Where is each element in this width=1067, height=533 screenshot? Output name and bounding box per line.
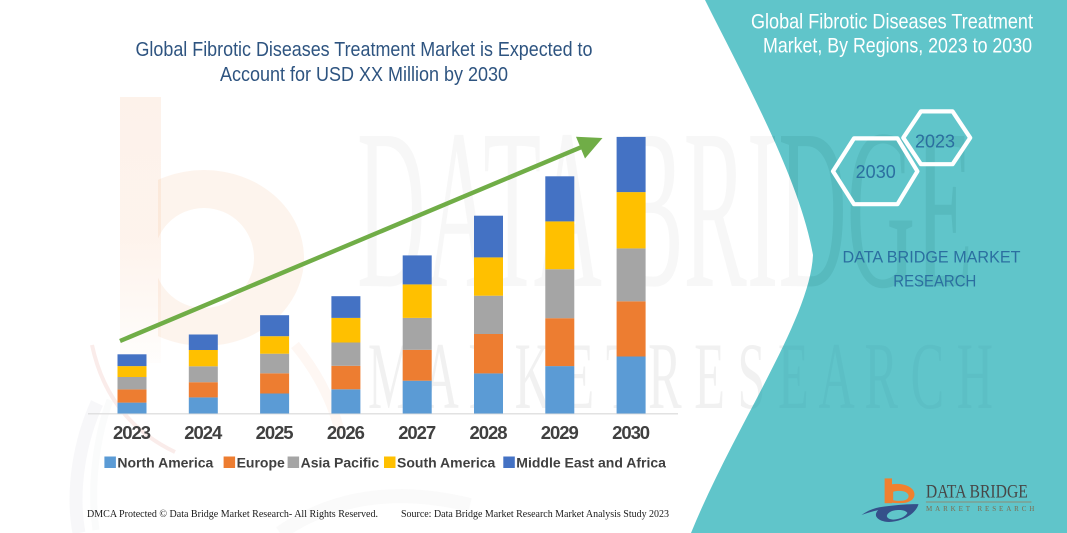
svg-text:2025: 2025: [256, 422, 294, 443]
svg-text:2030: 2030: [856, 162, 896, 182]
svg-text:Europe: Europe: [237, 455, 285, 471]
svg-text:Global Fibrotic Diseases Treat: Global Fibrotic Diseases Treatment Marke…: [136, 39, 593, 61]
svg-text:Source: Data Bridge Market Res: Source: Data Bridge Market Research Mark…: [401, 508, 669, 520]
svg-text:2027: 2027: [398, 422, 436, 443]
svg-text:DATA BRIDGE MARKET: DATA BRIDGE MARKET: [843, 248, 1021, 267]
svg-text:North America: North America: [117, 455, 213, 471]
svg-text:DATA BRIDGE: DATA BRIDGE: [926, 482, 1028, 503]
svg-text:Middle East and Africa: Middle East and Africa: [516, 455, 666, 471]
svg-text:South America: South America: [397, 455, 495, 471]
svg-text:RESEARCH: RESEARCH: [893, 272, 976, 291]
svg-text:2030: 2030: [612, 422, 650, 443]
svg-text:2029: 2029: [541, 422, 579, 443]
svg-text:MARKET RESEARCH: MARKET RESEARCH: [926, 505, 1037, 513]
svg-text:DMCA Protected © Data Bridge M: DMCA Protected © Data Bridge Market Rese…: [87, 508, 378, 520]
svg-text:2024: 2024: [184, 422, 223, 443]
svg-text:2028: 2028: [470, 422, 508, 443]
svg-text:2023: 2023: [113, 422, 151, 443]
svg-text:2026: 2026: [327, 422, 365, 443]
svg-text:Asia Pacific: Asia Pacific: [301, 455, 380, 471]
svg-text:2023: 2023: [915, 132, 955, 152]
svg-text:Account for USD XX Million by: Account for USD XX Million by 2030: [220, 64, 508, 86]
svg-text:Market, By Regions, 2023 to 20: Market, By Regions, 2023 to 2030: [763, 34, 1032, 57]
svg-text:Global Fibrotic Diseases Treat: Global Fibrotic Diseases Treatment: [751, 10, 1033, 33]
